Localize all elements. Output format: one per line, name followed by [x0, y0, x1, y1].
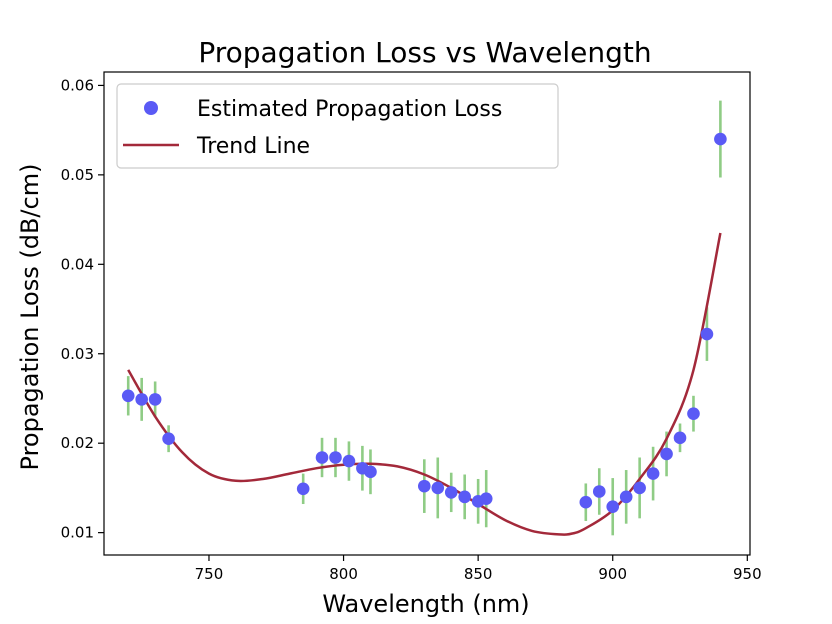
x-tick-label: 800 [329, 565, 358, 583]
data-point [148, 393, 162, 406]
y-tick-label: 0.05 [61, 166, 94, 184]
data-point [619, 490, 633, 504]
data-point [633, 481, 646, 495]
legend-box [116, 83, 559, 169]
data-point [479, 492, 493, 505]
data-point [135, 393, 148, 406]
legend-label-trend: Trend Line [196, 134, 310, 159]
x-tick-label: 750 [195, 565, 224, 583]
data-point [458, 490, 471, 504]
axes-frame [103, 71, 751, 556]
data-point [673, 431, 687, 445]
x-tick-label: 900 [598, 565, 627, 583]
data-point [296, 482, 310, 496]
y-axis-ticks: 0.01 0.02 0.03 0.04 0.05 0.06 [61, 76, 104, 542]
x-tick-label: 850 [464, 565, 493, 583]
x-axis-ticks: 750 800 850 900 950 [195, 555, 762, 583]
y-tick-label: 0.01 [61, 524, 94, 542]
data-point [329, 451, 342, 464]
data-point [162, 432, 175, 446]
x-axis-label: Wavelength (nm) [322, 590, 529, 618]
data-point [364, 465, 377, 479]
y-tick-label: 0.06 [61, 76, 94, 94]
data-point [592, 485, 606, 498]
data-point [418, 479, 431, 493]
data-point [687, 407, 700, 420]
y-tick-label: 0.04 [61, 255, 94, 273]
x-tick-label: 950 [733, 565, 762, 583]
data-point [646, 467, 660, 480]
data-point [700, 327, 714, 341]
data-point [714, 132, 727, 146]
data-point [579, 495, 593, 509]
y-tick-label: 0.02 [61, 434, 94, 452]
legend-label-points: Estimated Propagation Loss [197, 97, 502, 122]
plot-area: 750 800 850 900 950 0.01 0.02 0.03 0.04 0.05 0.06 [61, 71, 762, 583]
data-point [606, 500, 620, 513]
legend-marker-points [144, 101, 158, 115]
data-point [342, 454, 356, 468]
y-tick-label: 0.03 [61, 345, 94, 363]
chart-title: Propagation Loss vs Wavelength [198, 36, 651, 69]
legend: Estimated Propagation Loss Trend Line [116, 83, 559, 169]
data-point [431, 481, 445, 495]
data-points [121, 132, 727, 513]
data-point [444, 486, 458, 499]
data-point [121, 389, 135, 403]
data-point [660, 447, 673, 461]
data-point [315, 451, 329, 464]
y-axis-label: Propagation Loss (dB/cm) [16, 164, 44, 471]
